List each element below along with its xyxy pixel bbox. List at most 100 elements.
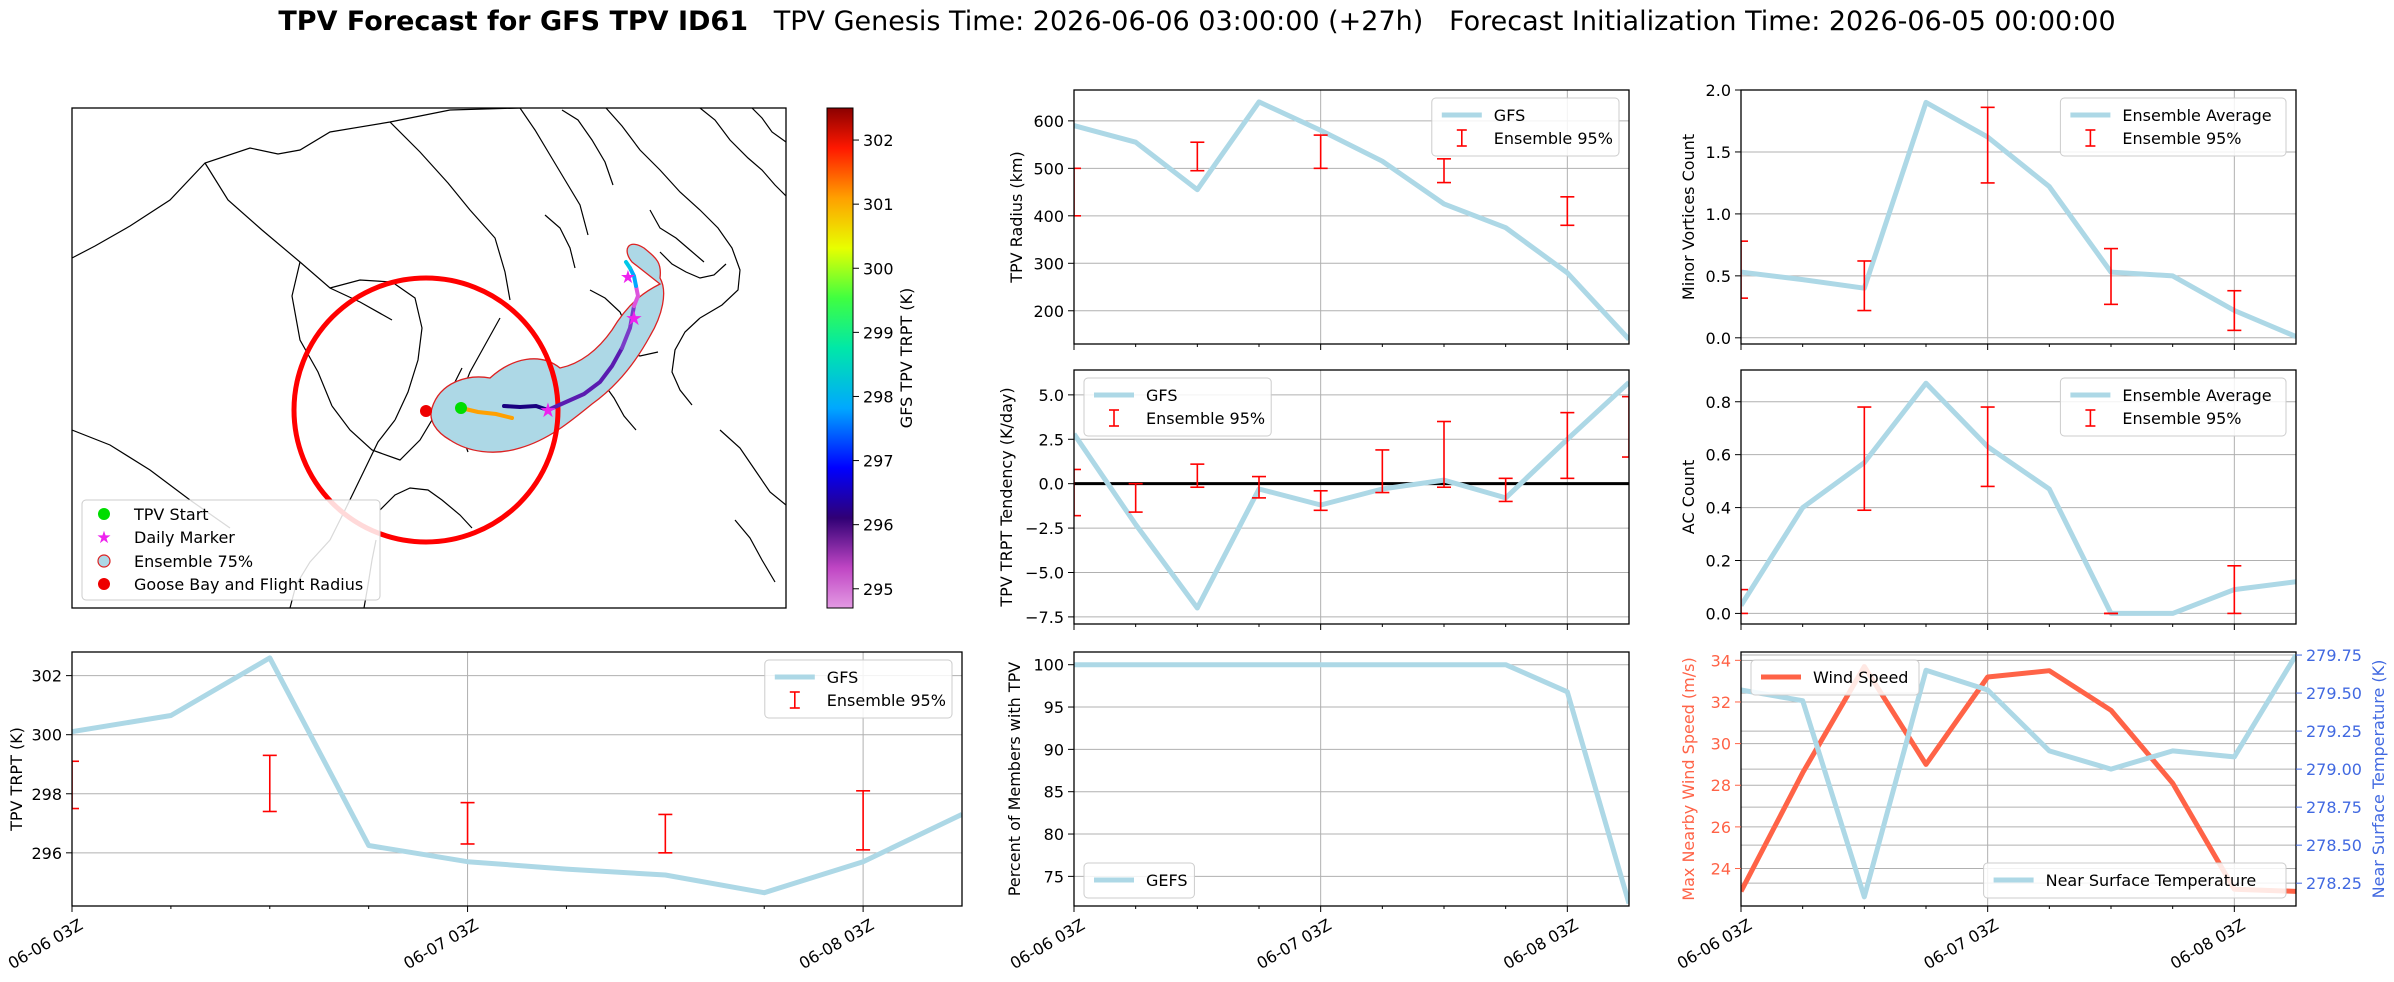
y-tick-label: 0.0 — [1706, 329, 1731, 348]
y-tick-label: 600 — [1033, 112, 1064, 131]
errorbar — [1313, 489, 1328, 512]
chart-tendency: −7.5 −5.0 −2.5 0.0 2.5 5.0 TPV TRPT Tendency (… — [997, 369, 1630, 630]
y-tick-label: 500 — [1033, 159, 1064, 178]
errorbar — [1437, 420, 1451, 489]
series-line — [1741, 99, 2296, 339]
chart-wind: 24 26 28 30 32 34 278.25 278.50 278.75 279.00 279.… — [1674, 646, 2388, 973]
y-tick-label: 85 — [1044, 783, 1064, 802]
axes-frame — [1740, 89, 2297, 345]
axes-frame — [1073, 651, 1630, 907]
legend-label: GFS — [827, 668, 858, 687]
y-axis-label: TPV TRPT Tendency (K/day) — [997, 387, 1016, 607]
y-tick-label: 0.0 — [1706, 604, 1731, 623]
legend: GFS Ensemble 95% — [1083, 377, 1272, 437]
series-line — [1741, 380, 2296, 616]
coastlines — [72, 108, 786, 608]
errorbar — [1980, 406, 1995, 488]
errorbar — [1190, 463, 1205, 489]
y-tick-label: 0.8 — [1706, 393, 1731, 412]
errorbar — [1560, 411, 1575, 480]
errorbar — [1128, 482, 1143, 513]
legend-label: Ensemble 95% — [827, 691, 946, 710]
svg-text:★: ★ — [96, 528, 111, 548]
colorbar-tick-label: 297 — [863, 452, 894, 471]
y-tick-label: 30 — [1711, 735, 1731, 754]
errorbar — [1980, 106, 1995, 184]
axes-frame — [1073, 369, 1630, 625]
legend-box — [1750, 659, 1920, 696]
y2-tick-label: 278.50 — [2306, 836, 2362, 855]
legend-box — [1983, 862, 2287, 899]
colorbar-label: GFS TPV TRPT (K) — [897, 288, 916, 428]
x-tick-label: 06-06 03Z — [1674, 915, 1755, 973]
series-line — [1741, 653, 2296, 900]
legend-label: GFS — [1494, 106, 1525, 125]
daily-marker-star: ★ — [620, 267, 636, 288]
y2-tick-label: 279.50 — [2306, 684, 2362, 703]
y2-tick-label: 278.75 — [2306, 798, 2362, 817]
errorbar — [1375, 449, 1390, 494]
figure-title: TPV Forecast for GFS TPV ID61 TPV Genesi… — [0, 6, 2394, 37]
legend-label: GFS — [1146, 386, 1177, 405]
y-tick-label: 32 — [1711, 693, 1731, 712]
errorbar — [1741, 588, 1748, 615]
legend-daily-marker: Daily Marker — [134, 528, 235, 547]
goose-bay-dot — [420, 405, 432, 417]
y2-tick-label: 279.75 — [2306, 646, 2362, 665]
errorbar — [262, 754, 277, 813]
series-line — [1741, 664, 2296, 894]
legend-label: Ensemble Average — [2122, 106, 2271, 125]
title-tpv-id: TPV Forecast for GFS TPV ID61 — [278, 6, 748, 37]
legend: Ensemble Average Ensemble 95% — [2059, 97, 2287, 157]
colorbar-tick-label: 301 — [863, 195, 894, 214]
y-tick-label: 0.6 — [1706, 446, 1731, 465]
legend-ensemble-75: Ensemble 75% — [134, 552, 253, 571]
legend-label: Ensemble 95% — [2122, 129, 2241, 148]
y2-tick-label: 278.25 — [2306, 874, 2362, 893]
y-tick-label: 302 — [31, 667, 62, 686]
tpv-start-dot — [455, 402, 467, 414]
map-legend: TPV Start ★ Daily Marker Ensemble 75% Go… — [81, 499, 381, 601]
title-init-time: Forecast Initialization Time: 2026-06-05… — [1449, 6, 2116, 37]
y-tick-label: 1.5 — [1706, 143, 1731, 162]
y-tick-label: 300 — [31, 726, 62, 745]
y-tick-label: 200 — [1033, 302, 1064, 321]
x-tick-label: 06-08 03Z — [796, 915, 877, 973]
errorbar — [658, 813, 673, 854]
colorbar-ticks: 295 296 297 298 299 300 301 302 — [853, 131, 894, 599]
y-tick-label: 95 — [1044, 698, 1064, 717]
y-tick-label: 2.5 — [1039, 430, 1064, 449]
daily-marker-star: ★ — [625, 306, 643, 330]
y2-tick-label: 279.00 — [2306, 760, 2362, 779]
y-tick-label: 80 — [1044, 825, 1064, 844]
errorbar — [1313, 134, 1328, 170]
y-tick-label: 296 — [31, 844, 62, 863]
y-tick-label: 100 — [1033, 656, 1064, 675]
chart-radius: 200 300 400 500 600 TPV Radius (km) GFS Ensembl… — [1007, 89, 1630, 350]
legend-box — [2059, 97, 2287, 157]
axes-frame — [1073, 89, 1630, 345]
colorbar-tick-label: 302 — [863, 131, 894, 150]
legend-goose-bay: Goose Bay and Flight Radius — [134, 575, 363, 594]
y-tick-label: −2.5 — [1025, 519, 1064, 538]
y-tick-label: 298 — [31, 785, 62, 804]
y-tick-label: 28 — [1711, 776, 1731, 795]
axes-frame — [1740, 369, 2297, 625]
legend-tpv-start: TPV Start — [133, 505, 209, 524]
legend-label: Ensemble 95% — [2122, 409, 2241, 428]
y-tick-label: 0.5 — [1706, 267, 1731, 286]
errorbar — [1560, 196, 1575, 227]
x-tick-label: 06-07 03Z — [400, 915, 481, 973]
errorbar — [1074, 167, 1081, 217]
errorbar — [856, 790, 871, 851]
x-tick-label: 06-07 03Z — [1253, 915, 1334, 973]
y-tick-label: 26 — [1711, 818, 1731, 837]
legend-box — [1083, 862, 1195, 899]
errorbar — [1857, 260, 1872, 312]
legend-label: Ensemble Average — [2122, 386, 2271, 405]
errorbar — [2227, 564, 2242, 615]
